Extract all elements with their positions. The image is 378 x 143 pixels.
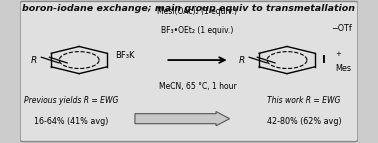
Text: 16-64% (41% avg): 16-64% (41% avg) bbox=[34, 117, 108, 126]
Text: boron-iodane exchange; main group equiv to transmetallation: boron-iodane exchange; main group equiv … bbox=[23, 4, 355, 13]
Text: R: R bbox=[31, 56, 37, 64]
Text: 42-80% (62% avg): 42-80% (62% avg) bbox=[266, 117, 341, 126]
Text: −OTf: −OTf bbox=[331, 24, 352, 33]
Text: Previous yields R = EWG: Previous yields R = EWG bbox=[23, 96, 118, 105]
Text: MesI(OAc)₂ (1 equiv.): MesI(OAc)₂ (1 equiv.) bbox=[158, 7, 237, 16]
Text: +: + bbox=[335, 51, 341, 57]
FancyBboxPatch shape bbox=[20, 1, 358, 142]
FancyArrow shape bbox=[135, 112, 229, 126]
Text: BF₃K: BF₃K bbox=[115, 51, 134, 60]
Text: This work R = EWG: This work R = EWG bbox=[267, 96, 341, 105]
Text: Mes: Mes bbox=[335, 64, 351, 73]
Text: R: R bbox=[239, 56, 245, 64]
Text: MeCN, 65 °C, 1 hour: MeCN, 65 °C, 1 hour bbox=[159, 82, 236, 91]
Text: BF₃•OEt₂ (1 equiv.): BF₃•OEt₂ (1 equiv.) bbox=[161, 26, 234, 35]
Text: I: I bbox=[322, 55, 326, 65]
